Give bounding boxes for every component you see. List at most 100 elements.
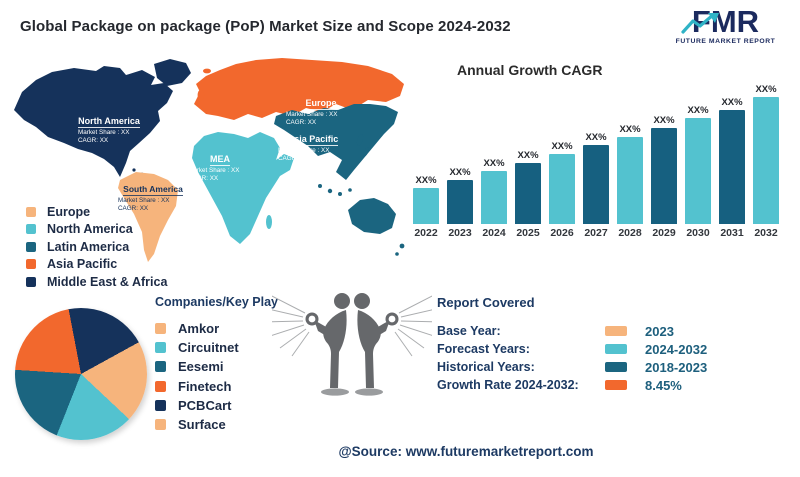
legend-swatch bbox=[26, 259, 36, 270]
bar-chart-title: Annual Growth CAGR bbox=[457, 62, 603, 78]
map-legend-item: Europe bbox=[26, 203, 167, 221]
map-legend: Europe North America Latin America Asia Pac… bbox=[26, 203, 167, 291]
fmr-logo: FMR FUTURE MARKET REPORT bbox=[663, 6, 788, 46]
world-map-svg bbox=[14, 58, 405, 262]
legend-swatch bbox=[155, 399, 166, 411]
legend-label: Asia Pacific bbox=[47, 257, 118, 272]
company-legend-item: Finetech bbox=[155, 377, 278, 396]
bar-value-label: XX% bbox=[653, 115, 675, 126]
report-row-label: Forecast Years: bbox=[437, 342, 530, 356]
bar bbox=[583, 145, 609, 224]
report-row-value: 8.45% bbox=[645, 377, 682, 393]
region-europe bbox=[194, 58, 404, 120]
legend-swatch bbox=[155, 342, 166, 354]
bar-value-label: XX% bbox=[483, 158, 505, 169]
companies-pie-chart bbox=[15, 308, 147, 440]
bar-value-label: XX% bbox=[449, 167, 471, 178]
megaphone-figure-left bbox=[272, 292, 351, 397]
report-row-swatch bbox=[605, 362, 627, 372]
report-row-value: 2024-2032 bbox=[645, 341, 708, 357]
bar bbox=[515, 163, 541, 224]
legend-label: PCBCart bbox=[178, 397, 232, 413]
region-greenland bbox=[154, 59, 191, 86]
legend-label: Middle East & Africa bbox=[47, 274, 168, 289]
report-covered-rows: Base Year: 2023 Forecast Years: 2024-2032 Hi… bbox=[437, 322, 793, 394]
bar-value-label: XX% bbox=[755, 84, 777, 95]
megaphone-figure-right bbox=[353, 292, 432, 397]
bar bbox=[549, 154, 575, 224]
bar-column-2024: XX% bbox=[481, 82, 507, 224]
legend-swatch bbox=[155, 361, 166, 373]
company-legend-item: Surface bbox=[155, 415, 278, 434]
legend-label: Eesemi bbox=[178, 359, 224, 375]
legend-swatch bbox=[155, 419, 166, 431]
companies-legend-title: Companies/Key Play bbox=[155, 295, 278, 309]
legend-label: Amkor bbox=[178, 321, 220, 337]
bar-series: XX% XX% XX% XX% XX% XX% XX% XX% XX% XX% XX% bbox=[405, 82, 797, 224]
company-legend-item: PCBCart bbox=[155, 396, 278, 415]
region-australia bbox=[348, 198, 396, 234]
companies-legend: Companies/Key Play Amkor Circuitnet Eesemi… bbox=[155, 295, 278, 434]
x-tick-label: 2023 bbox=[448, 227, 472, 239]
report-row: Base Year: 2023 bbox=[437, 322, 793, 340]
legend-label: Surface bbox=[178, 417, 226, 433]
region-south-america bbox=[118, 172, 178, 262]
legend-label: Finetech bbox=[178, 378, 232, 394]
page-title: Global Package on package (PoP) Market S… bbox=[20, 18, 511, 35]
legend-swatch bbox=[155, 323, 166, 335]
bar-column-2027: XX% bbox=[583, 82, 609, 224]
region-mea bbox=[192, 132, 294, 244]
x-tick-label: 2025 bbox=[516, 227, 540, 239]
bar bbox=[719, 110, 745, 224]
bar bbox=[617, 137, 643, 224]
map-legend-item: Asia Pacific bbox=[26, 256, 167, 274]
map-legend-item: Middle East & Africa bbox=[26, 273, 167, 291]
x-tick-label: 2026 bbox=[550, 227, 574, 239]
companies-legend-items: Amkor Circuitnet Eesemi Finetech PCBCart Surf… bbox=[155, 319, 278, 434]
legend-label: Circuitnet bbox=[178, 340, 239, 356]
legend-swatch bbox=[26, 206, 36, 217]
bar-value-label: XX% bbox=[585, 132, 607, 143]
x-tick-label: 2029 bbox=[652, 227, 676, 239]
report-row-label: Historical Years: bbox=[437, 360, 535, 374]
x-tick-label: 2027 bbox=[584, 227, 608, 239]
legend-label: Latin America bbox=[47, 239, 130, 254]
company-legend-item: Eesemi bbox=[155, 357, 278, 376]
megaphone-figures bbox=[272, 292, 432, 397]
bar bbox=[651, 128, 677, 224]
fmr-logo-subtext: FUTURE MARKET REPORT bbox=[675, 38, 776, 45]
bar-column-2030: XX% bbox=[685, 82, 711, 224]
map-legend-item: Latin America bbox=[26, 238, 167, 256]
company-legend-item: Circuitnet bbox=[155, 338, 278, 357]
report-row-swatch bbox=[605, 380, 627, 390]
x-tick-label: 2022 bbox=[414, 227, 438, 239]
bar-column-2022: XX% bbox=[413, 82, 439, 224]
report-row: Forecast Years: 2024-2032 bbox=[437, 340, 793, 358]
bar bbox=[481, 171, 507, 224]
bar bbox=[753, 97, 779, 224]
bar-value-label: XX% bbox=[415, 175, 437, 186]
x-tick-label: 2031 bbox=[720, 227, 744, 239]
map-legend-item: North America bbox=[26, 221, 167, 239]
report-row: Historical Years: 2018-2023 bbox=[437, 358, 793, 376]
x-tick-label: 2028 bbox=[618, 227, 642, 239]
bar-column-2031: XX% bbox=[719, 82, 745, 224]
report-row-label: Base Year: bbox=[437, 324, 501, 338]
bar-value-label: XX% bbox=[551, 141, 573, 152]
report-covered-section: Report Covered Base Year: 2023 Forecast Ye… bbox=[437, 295, 793, 394]
bar bbox=[447, 180, 473, 224]
report-covered-title: Report Covered bbox=[437, 295, 535, 310]
bar-column-2029: XX% bbox=[651, 82, 677, 224]
region-north-america bbox=[14, 66, 173, 177]
bar-column-2032: XX% bbox=[753, 82, 779, 224]
report-row-label: Growth Rate 2024-2032: bbox=[437, 378, 579, 392]
bar-x-axis: 2022 2023 2024 2025 2026 2027 2028 2029 2030 2031… bbox=[405, 227, 797, 239]
bar-column-2026: XX% bbox=[549, 82, 575, 224]
legend-label: Europe bbox=[47, 204, 91, 219]
report-row-value: 2018-2023 bbox=[645, 359, 708, 375]
bar-value-label: XX% bbox=[687, 105, 709, 116]
report-row-value: 2023 bbox=[645, 323, 674, 339]
x-tick-label: 2024 bbox=[482, 227, 506, 239]
bar-column-2025: XX% bbox=[515, 82, 541, 224]
